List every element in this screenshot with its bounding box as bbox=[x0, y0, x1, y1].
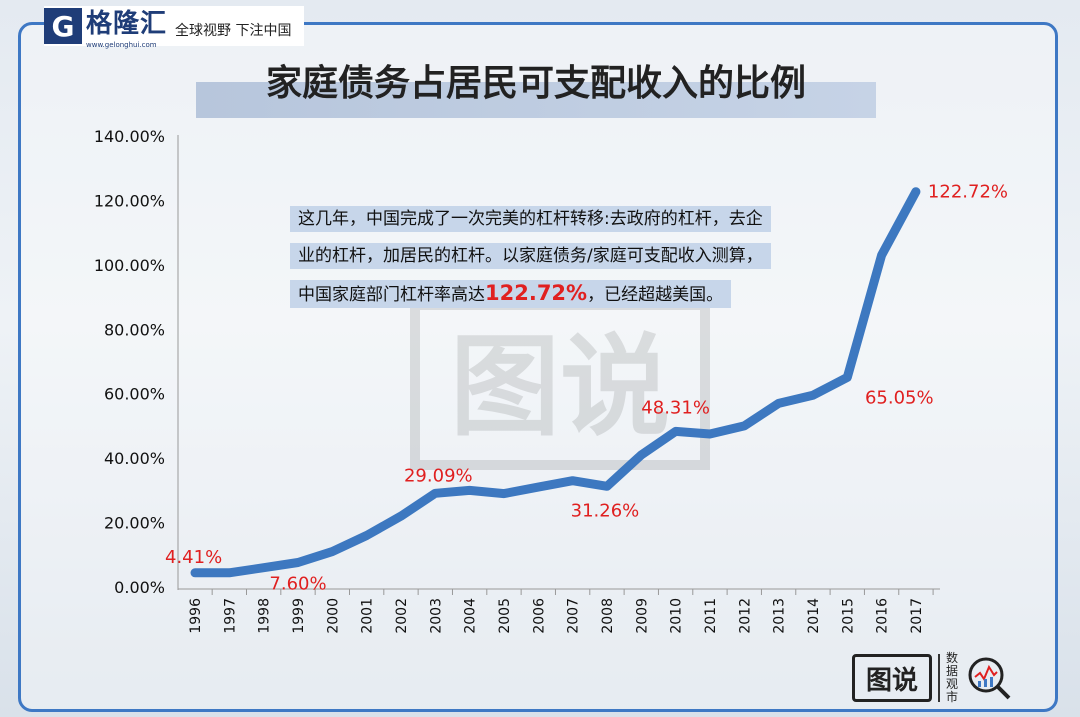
x-tick-label: 2011 bbox=[703, 598, 719, 634]
x-tick-label: 2017 bbox=[909, 598, 925, 634]
data-label: 48.31% bbox=[641, 397, 710, 418]
bottom-logo: 图说 数据观市 bbox=[852, 650, 1012, 706]
x-tick-label: 2005 bbox=[497, 598, 513, 634]
x-tick-label: 2003 bbox=[428, 598, 444, 634]
x-tick-label: 2004 bbox=[463, 598, 479, 634]
note-line-2: 业的杠杆，加居民的杠杆。以家庭债务/家庭可支配收入测算， bbox=[290, 243, 771, 269]
watermark-icon: 图说 bbox=[410, 300, 710, 470]
x-tick-label: 1997 bbox=[222, 598, 238, 634]
bottom-logo-divider bbox=[938, 654, 940, 702]
x-tick-label: 2007 bbox=[566, 598, 582, 634]
series-line bbox=[190, 187, 921, 578]
y-tick-label: 60.00% bbox=[104, 385, 165, 404]
y-tick-label: 140.00% bbox=[94, 127, 165, 146]
title-highlight-bar bbox=[196, 82, 876, 118]
note-line-3-after: ，已经超越美国。 bbox=[587, 285, 724, 305]
note-line-3-before: 中国家庭部门杠杆率高达 bbox=[298, 285, 485, 305]
data-label: 29.09% bbox=[404, 465, 473, 486]
chart-card bbox=[18, 22, 1058, 712]
data-label: 7.60% bbox=[269, 574, 326, 595]
y-tick-label: 80.00% bbox=[104, 320, 165, 339]
data-label-group: 4.41% 7.60% 29.09% 31.26% 48.31% 65.05% 122.72… bbox=[165, 182, 1008, 595]
brand-name: 格隆汇 bbox=[86, 9, 168, 39]
brand-slogan: 全球视野 下注中国 bbox=[175, 23, 292, 39]
x-tick-label: 2000 bbox=[325, 598, 341, 634]
annotation-note: 这几年，中国完成了一次完美的杠杆转移:去政府的杠杆，去企 业的杠杆，加居民的杠杆… bbox=[290, 206, 810, 319]
note-line-1: 这几年，中国完成了一次完美的杠杆转移:去政府的杠杆，去企 bbox=[290, 206, 771, 232]
y-tick-group: 0.00% 20.00% 40.00% 60.00% 80.00% 100.00% 120.… bbox=[94, 127, 165, 597]
x-tick-label: 2006 bbox=[531, 598, 547, 634]
watermark-text: 图说 bbox=[450, 323, 670, 451]
x-tick-label: 2010 bbox=[669, 598, 685, 634]
x-tick-label: 2016 bbox=[875, 598, 891, 634]
y-tick-label: 40.00% bbox=[104, 449, 165, 468]
data-label: 4.41% bbox=[165, 547, 222, 568]
x-tick-label: 2009 bbox=[634, 598, 650, 634]
x-tick-label: 2014 bbox=[806, 598, 822, 634]
brand-url: www.gelonghui.com bbox=[86, 41, 157, 49]
y-tick-label: 100.00% bbox=[94, 256, 165, 275]
x-tick-label: 2001 bbox=[360, 598, 376, 634]
bottom-logo-mark: 图说 bbox=[852, 654, 932, 702]
bottom-logo-text: 数据观市 bbox=[946, 651, 959, 704]
brand-logo-icon: G bbox=[44, 8, 82, 44]
x-tick-group: 1996 1997 1998 1999 2000 2001 2002 2003 2004 2005… bbox=[188, 589, 934, 634]
magnifier-chart-icon bbox=[968, 657, 1011, 700]
y-tick-label: 0.00% bbox=[114, 578, 165, 597]
x-tick-label: 2002 bbox=[394, 598, 410, 634]
data-label: 31.26% bbox=[571, 500, 640, 521]
x-tick-label: 2008 bbox=[600, 598, 616, 634]
data-label: 122.72% bbox=[928, 182, 1008, 203]
x-tick-label: 1998 bbox=[257, 598, 273, 634]
brand-header: G 格隆汇 www.gelonghui.com 全球视野 下注中国 bbox=[44, 6, 304, 49]
x-tick-label: 2012 bbox=[737, 598, 753, 634]
y-tick-label: 120.00% bbox=[94, 191, 165, 210]
x-tick-label: 2015 bbox=[840, 598, 856, 634]
chart-title: 家庭债务占居民可支配收入的比例 bbox=[265, 63, 806, 104]
x-tick-label: 1996 bbox=[188, 598, 204, 634]
x-tick-label: 2013 bbox=[772, 598, 788, 634]
y-tick-label: 20.00% bbox=[104, 514, 165, 533]
data-label: 65.05% bbox=[865, 387, 934, 408]
note-highlight: 122.72% bbox=[485, 281, 588, 305]
note-line-3: 中国家庭部门杠杆率高达122.72%，已经超越美国。 bbox=[290, 280, 732, 308]
x-tick-label: 1999 bbox=[291, 598, 307, 634]
